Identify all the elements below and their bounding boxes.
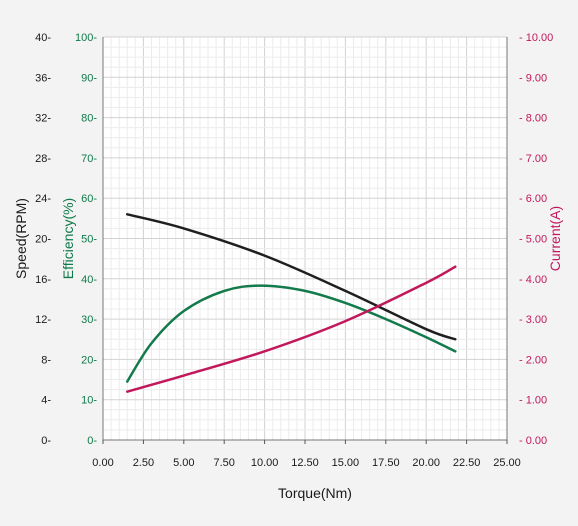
speed-tick-label: 12- <box>35 314 51 326</box>
x-tick-label: 22.50 <box>453 457 481 469</box>
efficiency-tick-label: 0- <box>87 435 97 447</box>
efficiency-tick-label: 50- <box>81 234 97 246</box>
current-tick-label: - 2.00 <box>519 354 547 366</box>
efficiency-tick-label: 90- <box>81 72 97 84</box>
speed-curve <box>125 213 457 341</box>
efficiency-tick-label: 70- <box>81 153 97 165</box>
x-tick-label: 15.00 <box>332 457 360 469</box>
efficiency-curve <box>125 284 457 383</box>
current-tick-label: - 5.00 <box>519 234 547 246</box>
current-tick-label: - 6.00 <box>519 193 547 205</box>
x-tick-label: 7.50 <box>213 457 234 469</box>
speed-tick-label: 32- <box>35 113 51 125</box>
current-tick-label: - 10.00 <box>519 32 553 44</box>
speed-tick-label: 28- <box>35 153 51 165</box>
speed-tick-label: 0- <box>41 435 51 447</box>
grid <box>102 36 508 441</box>
speed-tick-label: 36- <box>35 72 51 84</box>
current-axis-title: Current(A) <box>547 206 563 271</box>
x-tick-label: 25.00 <box>493 457 521 469</box>
current-tick-label: - 4.00 <box>519 274 547 286</box>
efficiency-tick-label: 60- <box>81 193 97 205</box>
efficiency-tick-label: 80- <box>81 113 97 125</box>
x-tick-label: 10.00 <box>251 457 279 469</box>
speed-tick-label: 16- <box>35 274 51 286</box>
efficiency-tick-label: 40- <box>81 274 97 286</box>
speed-tick-label: 20- <box>35 234 51 246</box>
efficiency-tick-label: 20- <box>81 354 97 366</box>
speed-tick-label: 8- <box>41 354 51 366</box>
current-tick-label: - 7.00 <box>519 153 547 165</box>
efficiency-axis-title: Efficiency(%) <box>60 198 76 279</box>
speed-tick-label: 40- <box>35 32 51 44</box>
x-tick-label: 2.50 <box>133 457 154 469</box>
current-tick-label: - 8.00 <box>519 113 547 125</box>
current-tick-label: - 0.00 <box>519 435 547 447</box>
x-tick-label: 12.50 <box>291 457 319 469</box>
speed-tick-label: 4- <box>41 395 51 407</box>
x-tick-label: 0.00 <box>92 457 113 469</box>
speed-tick-label: 24- <box>35 193 51 205</box>
series <box>125 213 457 393</box>
current-tick-label: - 9.00 <box>519 72 547 84</box>
x-tick-label: 5.00 <box>173 457 194 469</box>
axes: 0.00 2.50 5.00 7.50 10.00 12.50 15.00 17.50 20.0… <box>13 32 563 469</box>
current-curve <box>125 265 457 393</box>
efficiency-tick-label: 100- <box>75 32 97 44</box>
current-tick-label: - 3.00 <box>519 314 547 326</box>
x-axis-title: Torque(Nm) <box>278 485 352 501</box>
speed-axis-title: Speed(RPM) <box>13 198 29 279</box>
current-tick-label: - 1.00 <box>519 395 547 407</box>
x-tick-label: 20.00 <box>412 457 440 469</box>
efficiency-tick-label: 10- <box>81 395 97 407</box>
efficiency-tick-label: 30- <box>81 314 97 326</box>
x-tick-label: 17.50 <box>372 457 400 469</box>
